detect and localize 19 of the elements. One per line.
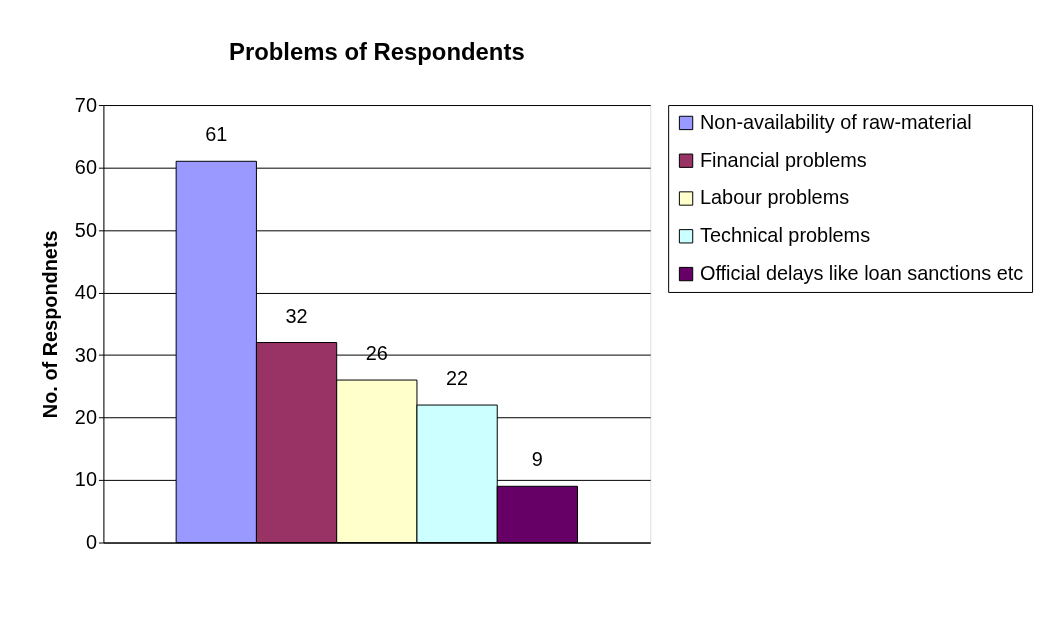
data-label: 32 xyxy=(285,304,308,327)
y-tick-label: 30 xyxy=(74,343,97,366)
legend-label: Labour problems xyxy=(699,186,850,209)
data-label: 22 xyxy=(446,367,469,390)
legend-label: Technical problems xyxy=(699,224,871,247)
legend-label: Non-availability of raw-material xyxy=(699,110,972,133)
y-axis-title: No. of Respondnets xyxy=(38,230,61,419)
legend-label: Official delays like loan sanctions etc xyxy=(699,262,1024,285)
data-label: 9 xyxy=(531,448,543,471)
y-tick-label: 20 xyxy=(74,406,97,428)
legend-label: Financial problems xyxy=(699,148,867,171)
y-tick-label: 40 xyxy=(74,281,97,303)
y-tick-label: 50 xyxy=(74,218,97,241)
chart-title: Problems of Respondents xyxy=(229,38,525,66)
data-label: 61 xyxy=(205,123,228,146)
y-tick-label: 60 xyxy=(74,156,97,179)
y-tick-label: 10 xyxy=(74,468,97,491)
y-tick-label: 0 xyxy=(85,530,97,553)
y-tick-label: 70 xyxy=(74,93,97,116)
